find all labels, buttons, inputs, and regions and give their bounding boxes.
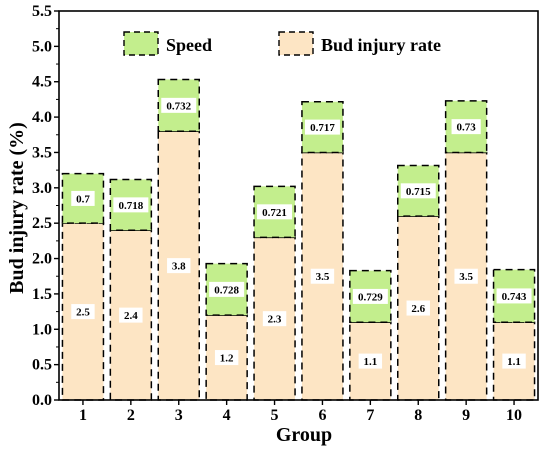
data-label-box-bud-injury-rate-group-2: [119, 307, 143, 323]
data-label-speed-group-3: 0.732: [166, 100, 191, 112]
x-axis-title: Group: [276, 424, 332, 446]
y-tick-label-1.5: 1.5: [32, 286, 52, 303]
data-label-bud-injury-rate-group-2: 2.4: [124, 310, 138, 322]
data-label-box-speed-group-10: [496, 288, 532, 304]
x-tick-label-8: 8: [414, 407, 422, 424]
data-label-bud-injury-rate-group-1: 2.5: [76, 307, 90, 319]
data-label-box-speed-group-8: [400, 183, 436, 199]
data-label-bud-injury-rate-group-6: 3.5: [316, 271, 330, 283]
data-label-box-bud-injury-rate-group-5: [262, 311, 287, 327]
y-tick-label-2.0: 2.0: [32, 251, 52, 268]
data-label-speed-group-2: 0.718: [118, 200, 143, 212]
data-label-speed-group-8: 0.715: [406, 186, 431, 198]
data-label-box-bud-injury-rate-group-4: [214, 350, 239, 366]
y-tick-label-2.5: 2.5: [32, 215, 52, 232]
data-label-speed-group-10: 0.743: [502, 291, 527, 303]
data-label-box-bud-injury-rate-group-6: [310, 268, 335, 284]
data-label-box-speed-group-3: [161, 97, 197, 113]
data-label-bud-injury-rate-group-3: 3.8: [172, 261, 186, 273]
x-tick-label-2: 2: [127, 407, 135, 424]
bar-bud-injury-rate-group-5: [253, 236, 296, 401]
data-label-speed-group-7: 0.729: [358, 291, 383, 303]
data-label-box-bud-injury-rate-group-3: [167, 258, 191, 274]
data-label-box-bud-injury-rate-group-7: [358, 353, 383, 369]
y-axis-title: Bud injury rate (%): [6, 122, 28, 294]
y-tick-label-0.5: 0.5: [32, 357, 52, 374]
x-tick-label-10: 10: [506, 407, 522, 424]
y-tick-label-5.0: 5.0: [32, 38, 52, 55]
data-label-box-speed-group-2: [113, 197, 149, 213]
data-label-box-speed-group-6: [304, 119, 340, 135]
data-label-speed-group-4: 0.728: [214, 284, 239, 296]
y-tick-label-3.0: 3.0: [32, 180, 52, 197]
x-tick-label-4: 4: [223, 407, 231, 424]
y-tick-label-1.0: 1.0: [32, 321, 52, 338]
y-tick-label-3.5: 3.5: [32, 144, 52, 161]
data-label-box-speed-group-1: [71, 190, 95, 206]
data-label-speed-group-5: 0.721: [262, 207, 287, 219]
data-label-box-bud-injury-rate-group-10: [502, 353, 526, 369]
legend-swatch-bud-injury-rate: [278, 31, 314, 56]
y-tick-label-0.0: 0.0: [32, 392, 52, 409]
x-tick-label-7: 7: [366, 407, 374, 424]
axes-layer: 1 2 3 4 5 6 7 8 9 10 0.0 0.5 1.0 1.5 2.0 2.5 3.0 3.5 4.0 4.…: [32, 3, 522, 424]
legend-swatch-speed: [123, 31, 159, 56]
legend-label-bud-injury-rate: Bud injury rate: [321, 35, 441, 55]
data-label-speed-group-1: 0.7: [76, 193, 90, 205]
y-tick-label-4.5: 4.5: [32, 74, 52, 91]
data-label-speed-group-6: 0.717: [310, 122, 335, 134]
data-label-box-bud-injury-rate-group-9: [454, 268, 478, 284]
data-labels-layer: 2.5 0.7 2.4 0.718 3.8 0.732 1.2 0.728 2.3 0.721 3.…: [71, 97, 532, 369]
data-label-box-bud-injury-rate-group-1: [71, 304, 95, 320]
x-tick-label-9: 9: [462, 407, 470, 424]
data-label-box-bud-injury-rate-group-8: [406, 300, 430, 316]
y-tick-label-4.0: 4.0: [32, 109, 52, 126]
x-tick-label-3: 3: [175, 407, 183, 424]
x-tick-label-5: 5: [271, 407, 279, 424]
data-label-bud-injury-rate-group-8: 2.6: [411, 303, 425, 315]
data-label-box-speed-group-7: [352, 288, 388, 304]
data-label-bud-injury-rate-group-4: 1.2: [220, 353, 234, 365]
data-label-bud-injury-rate-group-5: 2.3: [268, 314, 282, 326]
legend: Speed Bud injury rate: [123, 31, 441, 56]
data-label-bud-injury-rate-group-10: 1.1: [507, 356, 521, 368]
x-tick-label-6: 6: [318, 407, 326, 424]
data-label-box-speed-group-9: [451, 119, 481, 135]
data-label-speed-group-9: 0.73: [457, 122, 477, 134]
data-label-bud-injury-rate-group-7: 1.1: [363, 356, 377, 368]
data-label-bud-injury-rate-group-9: 3.5: [459, 271, 473, 283]
legend-label-speed: Speed: [166, 35, 212, 55]
x-tick-label-1: 1: [79, 407, 87, 424]
y-tick-label-5.5: 5.5: [32, 3, 52, 20]
data-label-box-speed-group-4: [209, 281, 245, 297]
data-label-box-speed-group-5: [257, 204, 293, 220]
